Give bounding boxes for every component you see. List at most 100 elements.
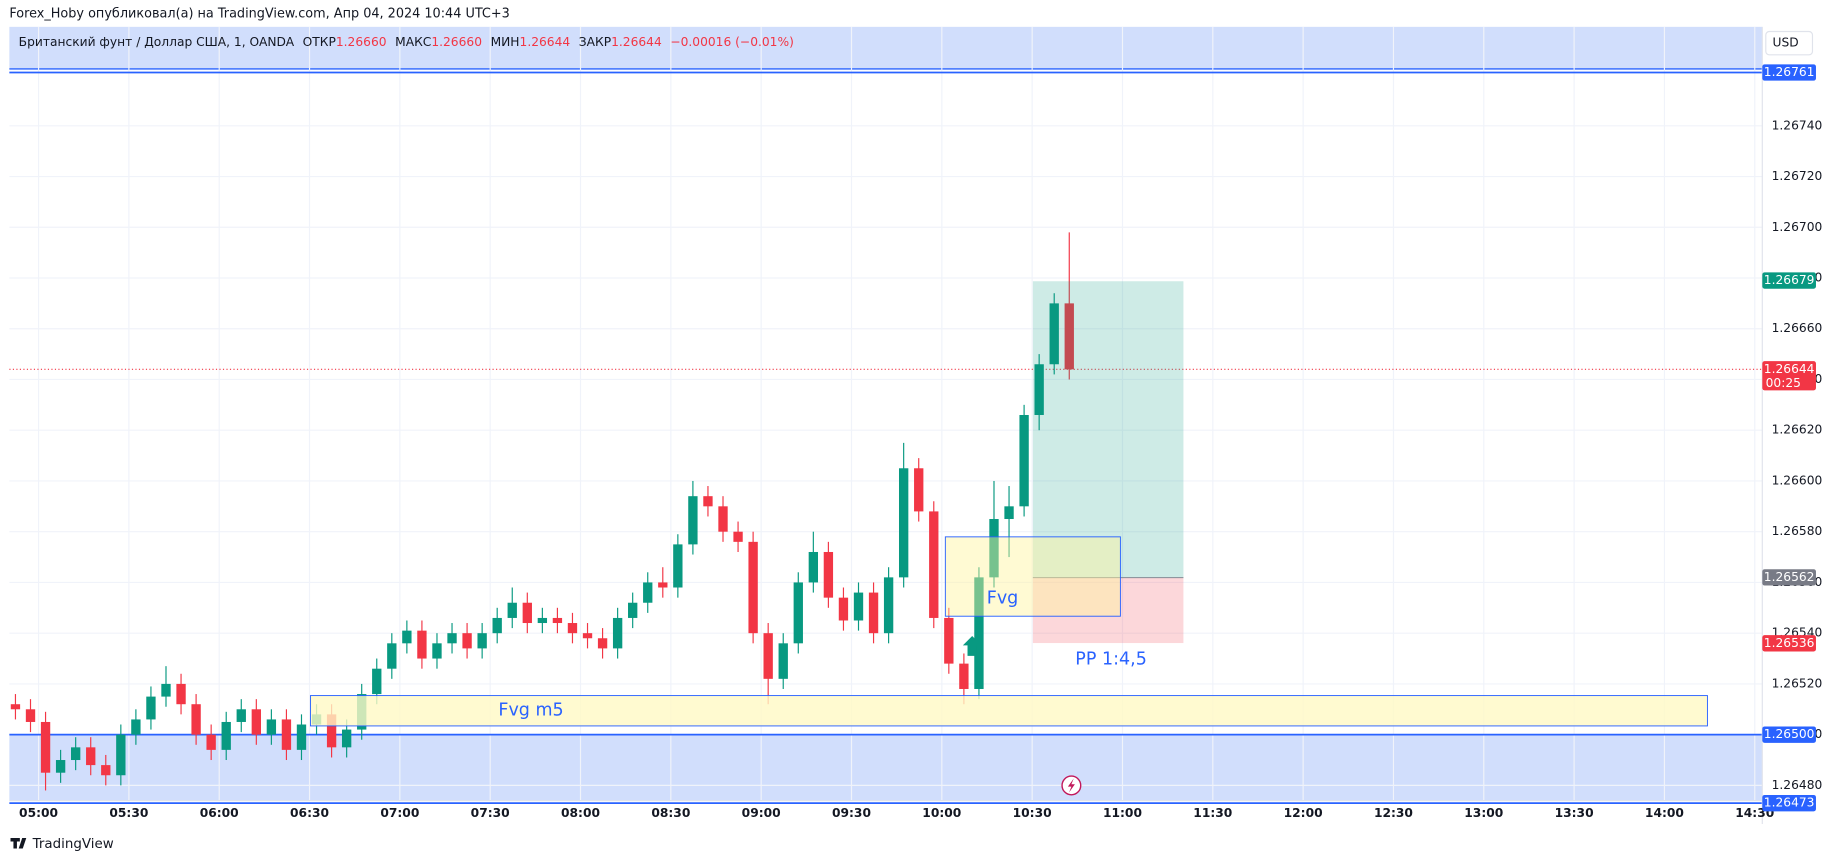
candle-body <box>507 602 517 618</box>
price-badge <box>1762 635 1816 652</box>
y-tick-label: 1.26520 <box>1772 676 1823 690</box>
candle-body <box>537 617 548 624</box>
fvg-label: Fvg <box>987 589 1019 609</box>
legend-value: 1.26660 <box>336 35 387 49</box>
price-badge <box>1762 726 1816 743</box>
candle-body <box>1019 414 1029 507</box>
candle-body <box>989 519 999 578</box>
price-badge <box>1762 794 1816 812</box>
candle-body <box>55 760 66 773</box>
candle-body <box>929 511 939 618</box>
y-tick-label: 1.26740 <box>1772 118 1823 132</box>
candle-body <box>643 582 653 603</box>
legend-key: ОТКР <box>303 35 336 49</box>
candle-body <box>868 592 879 634</box>
candle-body <box>883 577 894 634</box>
candle-body <box>612 617 623 649</box>
candle-body <box>688 496 698 545</box>
legend-key: МАКС <box>395 35 431 49</box>
x-tick-label: 13:30 <box>1555 806 1594 820</box>
candle-body <box>146 696 156 720</box>
x-tick-label: 13:00 <box>1464 806 1503 820</box>
price-badge <box>1762 272 1816 289</box>
brand: TradingView <box>32 837 114 852</box>
x-tick-label: 08:00 <box>561 806 600 820</box>
price-axis <box>1762 26 1830 801</box>
currency[interactable]: USD <box>1773 36 1799 50</box>
candle-body <box>974 577 984 689</box>
candle-body <box>1064 303 1074 370</box>
candle-body <box>673 544 683 588</box>
candle-body <box>206 734 216 750</box>
candle-body <box>296 724 307 750</box>
candle-body <box>131 719 141 735</box>
x-tick-label: 10:00 <box>922 806 961 820</box>
candle-body <box>567 623 578 634</box>
candle-body <box>221 721 231 750</box>
candle-body <box>1034 364 1044 415</box>
bottom-zone <box>9 735 1763 801</box>
candle-body <box>898 468 909 578</box>
price-badge-label: 1.26679 <box>1764 273 1815 287</box>
candle-body <box>251 709 261 735</box>
candle-body <box>176 683 186 705</box>
candle-body <box>793 582 803 644</box>
fvg-m5-label: Fvg m5 <box>498 701 563 721</box>
target-zone <box>1032 281 1184 578</box>
publish-header: Forex_Hoby опубликовал(а) на TradingView… <box>9 7 509 22</box>
x-tick-label: 14:00 <box>1645 806 1684 820</box>
candle-body <box>161 683 171 697</box>
candle-body <box>432 643 442 659</box>
x-tick-label: 11:30 <box>1193 806 1232 820</box>
candle-body <box>748 541 758 634</box>
price-badge-label: 1.26473 <box>1764 796 1815 810</box>
candle-body <box>25 709 36 722</box>
candle-body <box>733 531 743 542</box>
x-tick-label: 06:00 <box>200 806 239 820</box>
candle-body <box>838 597 849 621</box>
candle-body <box>326 714 337 748</box>
x-tick-label: 10:30 <box>1013 806 1052 820</box>
legend-key: ЗАКР <box>579 35 611 49</box>
price-badge-label: 1.26562 <box>1764 570 1815 584</box>
x-tick-label: 12:00 <box>1284 806 1323 820</box>
candle-body <box>101 765 111 776</box>
candle-body <box>808 551 819 583</box>
y-tick-label: 1.26660 <box>1772 321 1823 335</box>
candle-body <box>71 747 81 761</box>
stop-zone <box>1032 577 1184 644</box>
candles <box>10 232 1074 791</box>
candle-body <box>281 719 292 750</box>
legend-value: 1.26644 <box>520 35 571 49</box>
price-badge <box>1762 361 1816 391</box>
candle-body <box>582 633 593 639</box>
y-tick-label: 1.26580 <box>1772 524 1823 538</box>
candle-body <box>372 668 382 695</box>
y-tick-label: 1.26600 <box>1772 473 1823 487</box>
x-tick-label: 11:00 <box>1103 806 1142 820</box>
candle-body <box>116 734 126 776</box>
legend: Британский фунт / Доллар США, 1, OANDA О… <box>19 35 794 49</box>
candle-body <box>236 709 246 722</box>
currency-button[interactable] <box>1765 30 1814 56</box>
x-tick-label: 07:30 <box>471 806 510 820</box>
candle-body <box>944 617 954 664</box>
symbol: Британский фунт / Доллар США, 1, OANDA <box>19 35 295 49</box>
candle-body <box>40 721 51 773</box>
candle-body <box>628 602 638 618</box>
x-tick-label: 06:30 <box>290 806 329 820</box>
countdown: 00:25 <box>1766 376 1801 390</box>
top-zone <box>9 26 1763 71</box>
candle-body <box>959 663 969 689</box>
x-tick-label: 07:00 <box>380 806 419 820</box>
candle-body <box>914 468 924 512</box>
candle-body <box>658 582 668 588</box>
candle-body <box>703 496 713 507</box>
price-badge-label: 1.26761 <box>1764 65 1815 79</box>
fvg-m5-zone <box>309 695 1708 727</box>
price-badge <box>1762 64 1816 81</box>
event-bolt <box>1067 778 1075 793</box>
candle-body <box>718 506 728 532</box>
